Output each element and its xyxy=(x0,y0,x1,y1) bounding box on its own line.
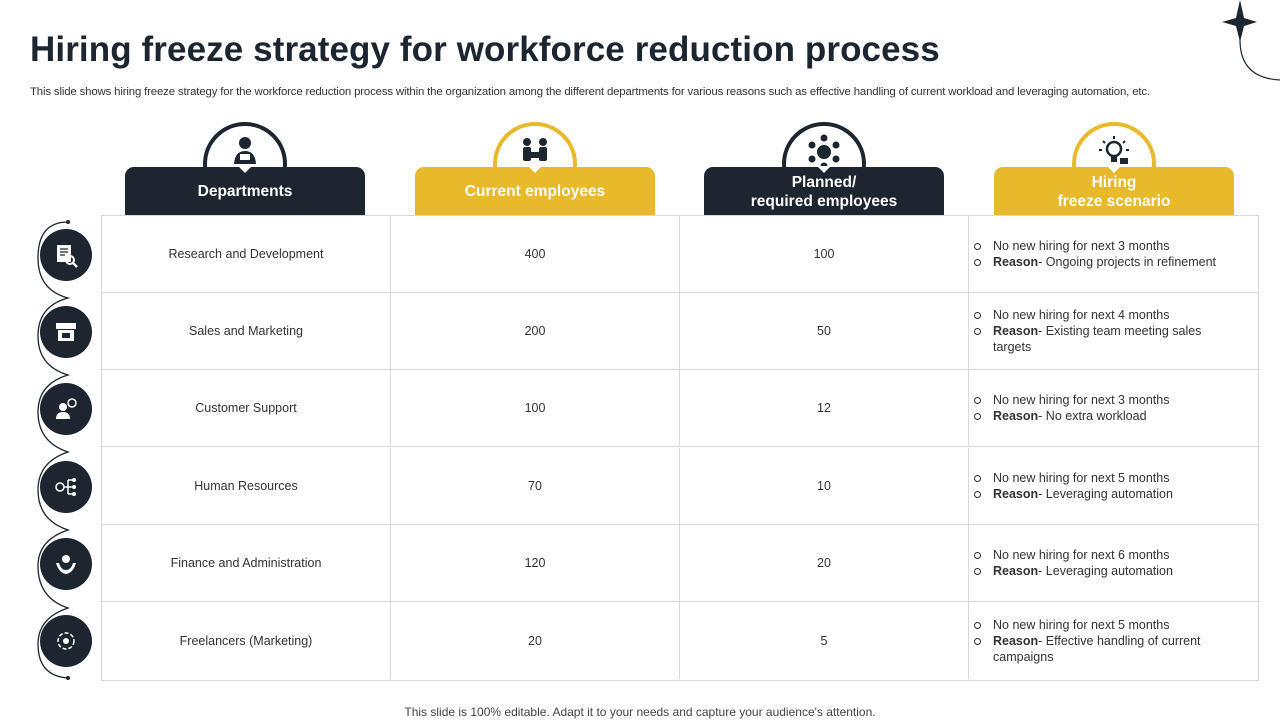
header-tab: Planned/ required employees xyxy=(704,166,944,216)
scenario-bullet: No new hiring for next 5 months xyxy=(974,617,1233,633)
planned-employees-cell: 5 xyxy=(680,602,969,679)
page-subtitle: This slide shows hiring freeze strategy … xyxy=(30,86,1150,98)
scenario-cell: No new hiring for next 3 months Reason- … xyxy=(969,370,1258,446)
department-cell: Sales and Marketing xyxy=(102,293,391,369)
page-title: Hiring freeze strategy for workforce red… xyxy=(30,30,940,69)
worker-icon xyxy=(234,137,256,164)
footer-note: This slide is 100% editable. Adapt it to… xyxy=(404,705,876,719)
header-current-employees: Current employees xyxy=(415,122,655,216)
department-cell: Research and Development xyxy=(102,216,391,292)
scenario-bullet: No new hiring for next 4 months xyxy=(974,307,1233,323)
store-icon xyxy=(40,306,92,358)
header-tab: Current employees xyxy=(415,166,655,216)
planned-employees-cell: 10 xyxy=(680,448,969,524)
table-row: Human Resources 70 10 No new hiring for … xyxy=(102,448,1258,525)
reason-bullet: Reason- Effective handling of current ca… xyxy=(974,633,1233,665)
scenario-cell: No new hiring for next 5 months Reason- … xyxy=(969,448,1258,524)
scenario-bullet: No new hiring for next 5 months xyxy=(974,470,1173,486)
header-planned-employees: Planned/ required employees xyxy=(704,122,944,216)
meeting-icon xyxy=(523,138,547,161)
scenario-cell: No new hiring for next 3 months Reason- … xyxy=(969,216,1258,292)
table-row: Research and Development 400 100 No new … xyxy=(102,216,1258,293)
header-label: Hiring freeze scenario xyxy=(1057,173,1171,210)
department-cell: Customer Support xyxy=(102,370,391,446)
current-employees-cell: 120 xyxy=(391,525,680,601)
side-connector-line xyxy=(37,220,71,680)
idea-icon xyxy=(1099,136,1129,164)
reason-bullet: Reason- Leveraging automation xyxy=(974,563,1173,579)
org-chart-icon xyxy=(40,461,92,513)
planned-employees-cell: 20 xyxy=(680,525,969,601)
table-row: Freelancers (Marketing) 20 5 No new hiri… xyxy=(102,602,1258,679)
scenario-bullet: No new hiring for next 6 months xyxy=(974,547,1173,563)
current-employees-cell: 20 xyxy=(391,602,680,679)
cycle-icon xyxy=(40,615,92,667)
header-tab: Hiring freeze scenario xyxy=(994,166,1234,216)
header-label: Departments xyxy=(197,183,293,200)
reason-bullet: Reason- No extra workload xyxy=(974,408,1169,424)
scenario-cell: No new hiring for next 6 months Reason- … xyxy=(969,525,1258,601)
header-departments: Departments xyxy=(125,122,365,216)
research-icon xyxy=(40,229,92,281)
current-employees-cell: 100 xyxy=(391,370,680,446)
department-cell: Freelancers (Marketing) xyxy=(102,602,391,679)
scenario-cell: No new hiring for next 4 months Reason- … xyxy=(969,293,1258,369)
department-cell: Human Resources xyxy=(102,448,391,524)
header-label: Current employees xyxy=(464,183,606,200)
hiring-freeze-table: Research and Development 400 100 No new … xyxy=(101,215,1259,681)
department-cell: Finance and Administration xyxy=(102,525,391,601)
header-hiring-freeze-scenario: Hiring freeze scenario xyxy=(994,122,1234,216)
reason-bullet: Reason- Existing team meeting sales targ… xyxy=(974,323,1233,355)
reason-bullet: Reason- Leveraging automation xyxy=(974,486,1173,502)
current-employees-cell: 70 xyxy=(391,448,680,524)
reason-bullet: Reason- Ongoing projects in refinement xyxy=(974,254,1216,270)
table-row: Sales and Marketing 200 50 No new hiring… xyxy=(102,293,1258,370)
support-icon xyxy=(40,383,92,435)
scenario-bullet: No new hiring for next 3 months xyxy=(974,238,1216,254)
current-employees-cell: 400 xyxy=(391,216,680,292)
current-employees-cell: 200 xyxy=(391,293,680,369)
planned-employees-cell: 50 xyxy=(680,293,969,369)
table-row: Customer Support 100 12 No new hiring fo… xyxy=(102,370,1258,447)
planned-employees-cell: 12 xyxy=(680,370,969,446)
scenario-bullet: No new hiring for next 3 months xyxy=(974,392,1169,408)
header-label: Planned/ required employees xyxy=(750,173,898,210)
hand-money-icon xyxy=(40,538,92,590)
corner-star-decoration xyxy=(1222,0,1280,81)
scenario-cell: No new hiring for next 5 months Reason- … xyxy=(969,602,1258,679)
table-row: Finance and Administration 120 20 No new… xyxy=(102,525,1258,602)
planned-employees-cell: 100 xyxy=(680,216,969,292)
header-tab: Departments xyxy=(125,166,365,216)
